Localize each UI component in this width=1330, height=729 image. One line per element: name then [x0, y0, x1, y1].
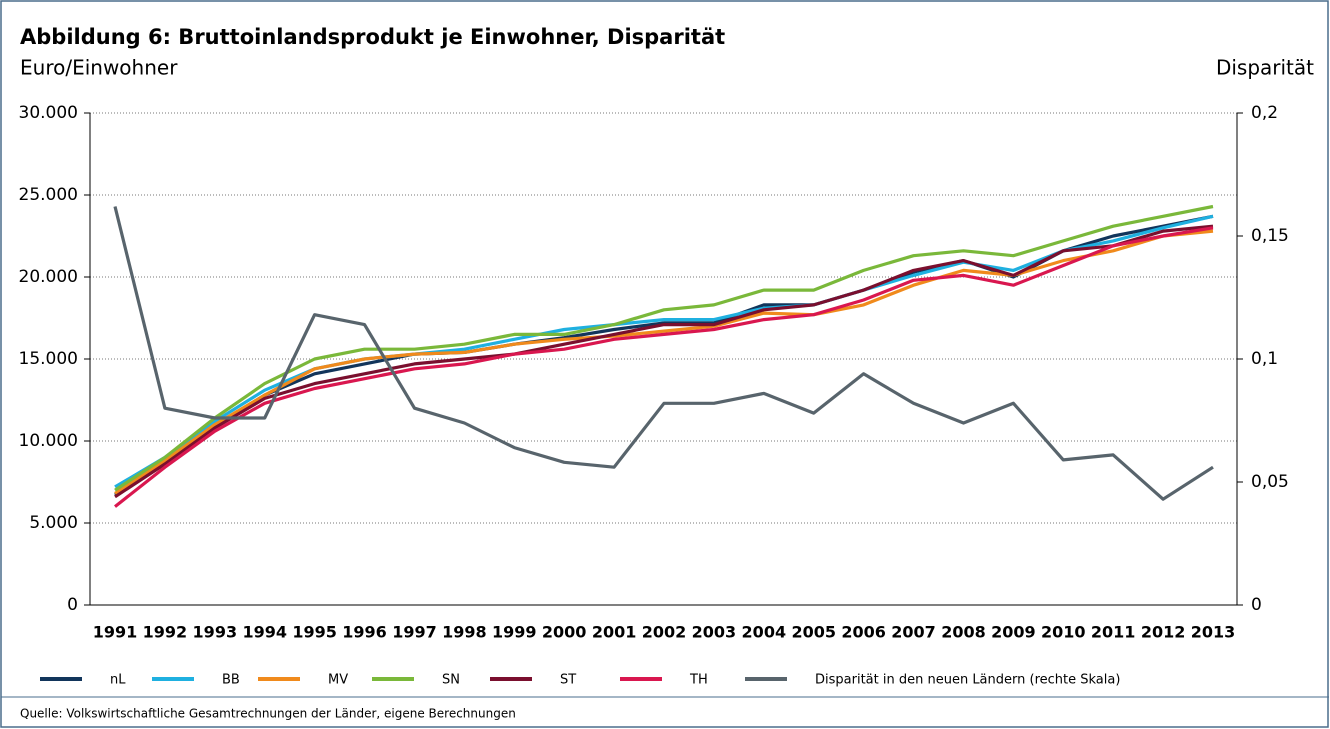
x-tick-label: 2000: [542, 623, 587, 642]
x-tick-label: 1996: [342, 623, 387, 642]
legend-label: ST: [560, 673, 576, 688]
legend-label: BB: [222, 673, 240, 688]
legend-label: TH: [689, 673, 708, 688]
y-tick-label: 15.000: [19, 349, 78, 369]
x-tick-label: 2010: [1041, 623, 1086, 642]
chart-title: Abbildung 6: Bruttoinlandsprodukt je Ein…: [20, 25, 725, 49]
y-tick-label: 5.000: [29, 513, 78, 533]
y-tick-label: 0: [67, 595, 78, 615]
x-tick-label: 2006: [841, 623, 886, 642]
x-tick-label: 1998: [442, 623, 487, 642]
x-tick-label: 1995: [292, 623, 337, 642]
x-tick-label: 1991: [93, 623, 138, 642]
x-tick-label: 1999: [492, 623, 537, 642]
x-tick-label: 2012: [1141, 623, 1186, 642]
source: Quelle: Volkswirtschaftliche Gesamtrechn…: [20, 707, 516, 721]
y-tick-label: 25.000: [19, 185, 78, 205]
series-line: [114, 224, 1214, 499]
series-line: [114, 226, 1214, 508]
legend-label: Disparität in den neuen Ländern (rechte …: [815, 673, 1120, 688]
y2-tick-label: 0,1: [1251, 349, 1278, 369]
y-tick-label: 10.000: [19, 431, 78, 451]
x-tick-label: 2004: [742, 623, 787, 642]
y2-tick-label: 0,2: [1251, 103, 1278, 123]
x-tick-label: 1994: [242, 623, 287, 642]
y-axis-label: Euro/Einwohner: [20, 56, 178, 80]
x-tick-label: 2007: [891, 623, 936, 642]
series-line: [114, 204, 1214, 492]
legend-label: nL: [110, 673, 126, 688]
legend-label: SN: [442, 673, 460, 688]
x-tick-label: 1997: [392, 623, 437, 642]
x-tick-label: 2003: [692, 623, 737, 642]
y2-tick-label: 0,05: [1251, 472, 1289, 492]
y2-tick-label: 0: [1251, 595, 1262, 615]
y-tick-label: 30.000: [19, 103, 78, 123]
legend-label: MV: [328, 673, 348, 688]
x-tick-label: 2009: [991, 623, 1036, 642]
y-tick-label: 20.000: [19, 267, 78, 287]
x-tick-label: 2011: [1091, 623, 1136, 642]
x-tick-label: 1993: [193, 623, 238, 642]
x-tick-label: 2002: [642, 623, 687, 642]
y2-tick-label: 0,15: [1251, 226, 1289, 246]
x-tick-label: 2013: [1191, 623, 1236, 642]
x-tick-label: 2005: [791, 623, 836, 642]
series-line: [113, 206, 1214, 501]
x-tick-label: 2008: [941, 623, 986, 642]
series-line: [114, 229, 1214, 495]
y2-axis-label: Disparität: [1216, 56, 1314, 80]
x-tick-label: 1992: [143, 623, 188, 642]
x-tick-label: 2001: [592, 623, 637, 642]
